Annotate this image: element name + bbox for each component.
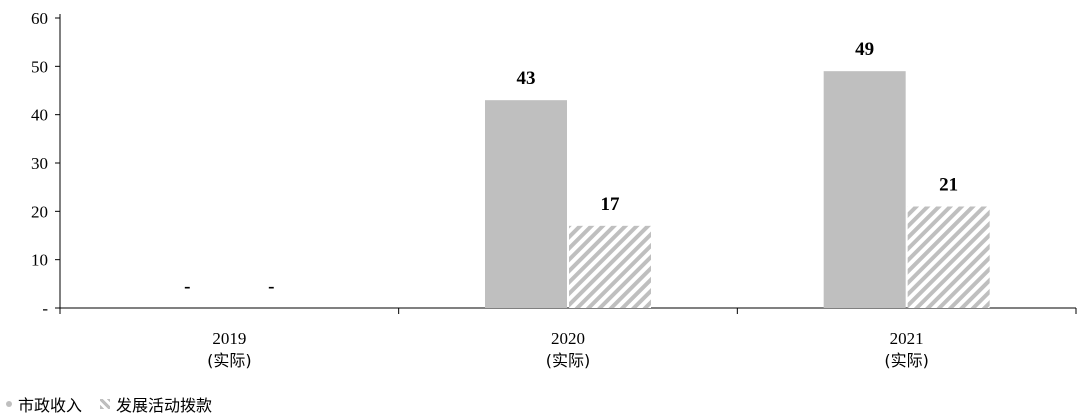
legend-label-series-2: 发展活动拨款 [116,396,213,415]
y-tick-label: 40 [31,106,48,125]
y-tick-label: - [42,299,48,318]
legend: 市政收入 发展活动拨款 [6,392,230,416]
bar-series-1 [485,100,567,309]
data-label: 49 [855,39,874,60]
x-tick-label: 2020 [551,329,585,348]
y-tick-label: 30 [31,154,48,173]
legend-label-series-1: 市政收入 [18,396,83,415]
legend-swatch-hatched [100,399,111,409]
data-label: 17 [601,194,621,215]
bar-series-1 [823,71,906,309]
x-tick-sublabel: (实际) [207,351,252,370]
legend-item-series-2: 发展活动拨款 [100,392,212,416]
data-label: - [268,276,274,297]
y-tick-label: 10 [31,251,48,270]
y-tick-label: 60 [31,9,48,28]
legend-swatch-solid [6,401,12,407]
data-label: - [184,276,190,297]
bar-series-2 [569,225,651,308]
x-tick-sublabel: (实际) [546,351,591,370]
bar-chart: - 10 20 30 40 50 60 2019 (实际) 2020 (实际) 2021 (实际) - 4… [31,9,1077,370]
data-label: 43 [517,68,536,89]
legend-item-series-1: 市政收入 [6,392,82,416]
y-tick-label: 50 [31,57,48,76]
x-tick-label: 2021 [890,329,924,348]
data-label: 21 [939,175,958,196]
x-tick-sublabel: (实际) [884,351,929,370]
bar-series-2 [907,206,990,308]
y-tick-label: 20 [31,202,48,221]
x-tick-label: 2019 [212,329,246,348]
